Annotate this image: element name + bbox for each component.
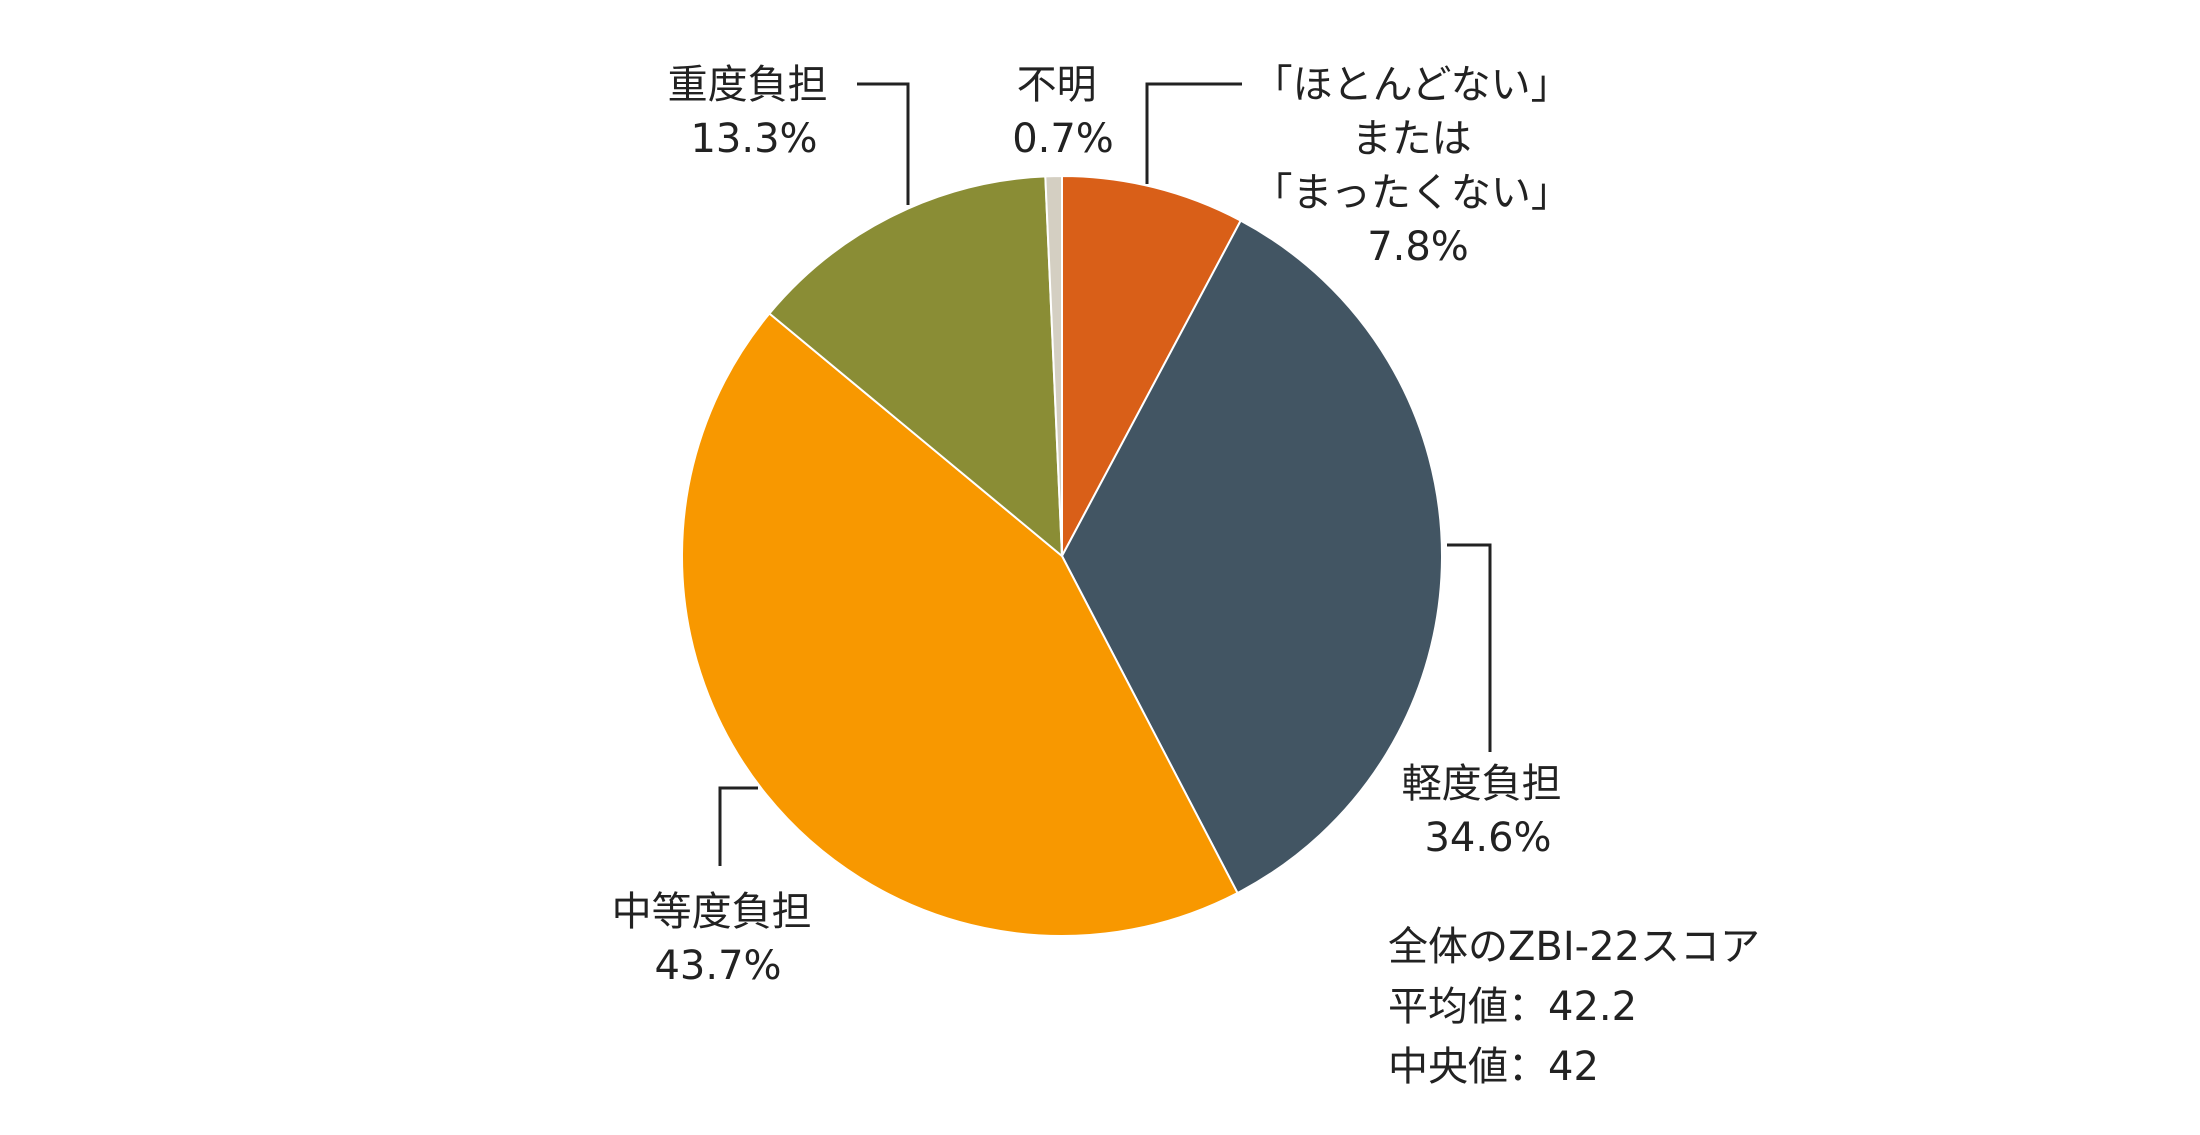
label-almost-none-line2: または: [1352, 116, 1472, 162]
slice-unknown: [1044, 174, 1063, 557]
slice-moderate: [681, 312, 1239, 937]
slice-mild: [1060, 219, 1443, 895]
label-unknown-value: 0.7%: [1012, 116, 1114, 162]
pie-slices: [681, 174, 1443, 937]
score-annotation-median: 中央値：42: [1388, 1044, 1599, 1090]
leader-line-severe: [857, 82, 910, 205]
label-unknown-name: 不明: [1017, 62, 1097, 108]
label-almost-none-line3: 「まったくない」: [1252, 170, 1570, 216]
score-annotation-title: 全体のZBI-22スコア: [1388, 924, 1760, 970]
label-almost-none-value: 7.8%: [1367, 224, 1469, 270]
label-moderate-name: 中等度負担: [612, 889, 812, 935]
label-unknown: 不明 0.7%: [1012, 62, 1114, 162]
slice-almost-none: [1061, 174, 1243, 557]
leader-line-moderate: [718, 786, 758, 866]
score-annotation: 全体のZBI-22スコア 平均値：42.2 中央値：42: [1388, 924, 1773, 1090]
label-mild: 軽度負担 34.6%: [1402, 761, 1575, 861]
label-moderate-value: 43.7%: [654, 943, 781, 989]
leader-line-almost-none: [1145, 82, 1242, 184]
label-severe: 重度負担 13.3%: [668, 62, 841, 162]
label-almost-none: 「ほとんどない」 または 「まったくない」 7.8%: [1252, 62, 1583, 270]
label-mild-name: 軽度負担: [1402, 761, 1562, 807]
label-severe-value: 13.3%: [690, 116, 817, 162]
label-almost-none-line1: 「ほとんどない」: [1253, 62, 1571, 108]
label-severe-name: 重度負担: [668, 62, 828, 108]
score-annotation-mean: 平均値：42.2: [1388, 984, 1637, 1030]
label-moderate: 中等度負担 43.7%: [612, 889, 825, 989]
leader-line-mild: [1447, 543, 1492, 752]
slice-severe: [768, 175, 1064, 559]
label-mild-value: 34.6%: [1424, 815, 1551, 861]
